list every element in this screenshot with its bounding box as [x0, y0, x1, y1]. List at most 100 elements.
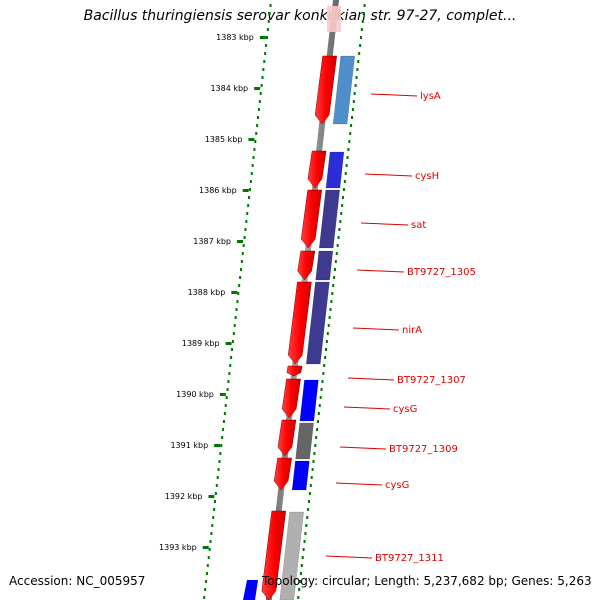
outer-track-dot — [205, 572, 208, 575]
inner-track-dot — [353, 92, 356, 95]
inner-track-dot — [320, 388, 323, 391]
label-leader-line — [364, 173, 413, 177]
feature-block[interactable] — [305, 281, 330, 365]
kbp-tick — [202, 546, 209, 549]
inner-track-dot — [333, 276, 336, 279]
inner-dotted-track — [297, 4, 366, 599]
kbp-tick — [231, 291, 238, 294]
gene-label[interactable]: BT9727_1311 — [375, 553, 444, 564]
outer-track-dot — [222, 420, 225, 423]
inner-track-dot — [342, 188, 345, 191]
outer-track-dot — [230, 356, 233, 359]
gene-label[interactable]: BT9727_1309 — [389, 444, 458, 455]
outer-track-dot — [256, 124, 259, 127]
outer-track-dot — [241, 252, 244, 255]
accession-info: Accession: NC_005957 — [9, 574, 145, 588]
inner-track-dot — [313, 452, 316, 455]
outer-track-dot — [225, 396, 228, 399]
gene-arrow[interactable] — [261, 510, 287, 600]
outer-track-dot — [268, 12, 271, 15]
gene-arrow[interactable] — [273, 457, 292, 491]
kbp-tick — [225, 342, 232, 345]
feature-block[interactable] — [291, 460, 310, 491]
inner-track-dot — [312, 460, 315, 463]
outer-track-dot — [229, 364, 232, 367]
gene-label[interactable]: BT9727_1305 — [407, 267, 476, 278]
outer-track-dot — [217, 468, 220, 471]
outer-track-dot — [264, 52, 267, 55]
gene-label[interactable]: nirA — [402, 325, 422, 336]
inner-track-dot — [334, 260, 337, 263]
inner-track-dot — [297, 596, 300, 599]
gene-labels[interactable]: lysA cysH sat BT9727_1305 nirA BT9727_1307cys… — [325, 91, 476, 564]
feature-track[interactable] — [243, 55, 356, 600]
inner-track-dot — [321, 380, 324, 383]
inner-track-dot — [355, 76, 358, 79]
outer-track-dot — [203, 596, 206, 599]
feature-block[interactable] — [295, 422, 314, 460]
inner-track-dot — [357, 60, 360, 63]
outer-track-dot — [218, 460, 221, 463]
gene-arrow[interactable] — [300, 189, 323, 249]
gene-arrow[interactable] — [297, 250, 316, 281]
inner-track-dot — [343, 180, 346, 183]
inner-track-dot — [299, 580, 302, 583]
outer-track-dot — [214, 500, 216, 503]
outer-track-dot — [266, 28, 269, 31]
gene-label[interactable]: BT9727_1307 — [397, 375, 466, 386]
feature-block[interactable] — [315, 250, 334, 281]
gene-label[interactable]: sat — [411, 220, 426, 231]
outer-track-dot — [245, 220, 248, 223]
outer-track-dot — [253, 148, 256, 151]
kbp-tick-label: 1387 kbp — [193, 237, 231, 246]
gene-arrow[interactable] — [277, 419, 297, 457]
outer-track-dot — [240, 260, 243, 263]
gene-arrow[interactable] — [281, 378, 301, 419]
inner-track-dot — [325, 348, 328, 351]
outer-track-dot — [244, 228, 247, 231]
gene-arrow[interactable] — [286, 365, 303, 377]
forward-strand-genes[interactable] — [261, 55, 338, 600]
feature-block[interactable] — [299, 379, 319, 422]
outer-track-dot — [212, 516, 215, 519]
kbp-tick-label: 1390 kbp — [176, 390, 214, 399]
kbp-tick — [259, 36, 266, 39]
inner-track-dot — [318, 404, 321, 407]
gene-label[interactable]: cysG — [385, 480, 409, 491]
gene-arrow[interactable] — [307, 150, 327, 189]
feature-block[interactable] — [279, 511, 304, 600]
inner-track-dot — [305, 524, 308, 527]
inner-track-dot — [300, 564, 303, 567]
outer-track-dot — [260, 84, 263, 87]
label-leader-line — [335, 482, 383, 486]
gene-arrow[interactable] — [287, 281, 312, 365]
gene-label[interactable]: cysG — [393, 404, 417, 415]
inner-track-dot — [303, 540, 306, 543]
inner-track-dot — [342, 196, 345, 199]
inner-track-dot — [326, 332, 329, 335]
feature-block[interactable] — [318, 189, 340, 249]
outer-track-dot — [265, 36, 268, 39]
inner-track-dot — [316, 420, 319, 423]
gene-label[interactable]: cysH — [415, 171, 439, 182]
inner-track-dot — [311, 468, 314, 471]
outer-track-dot — [243, 236, 246, 239]
outer-track-dot — [227, 380, 230, 383]
outer-track-dot — [223, 412, 226, 415]
gene-label[interactable]: lysA — [420, 91, 441, 102]
inner-track-dot — [329, 308, 332, 311]
outer-track-dot — [252, 156, 255, 159]
label-leader-line — [343, 406, 391, 410]
feature-block[interactable] — [332, 55, 356, 125]
inner-track-dot — [346, 156, 349, 159]
outer-track-dot — [235, 308, 238, 311]
label-leader-line — [370, 93, 418, 97]
inner-track-dot — [341, 204, 344, 207]
outer-track-dot — [219, 452, 222, 455]
gene-arrow[interactable] — [314, 55, 338, 125]
feature-block[interactable] — [325, 151, 345, 189]
inner-track-dot — [359, 44, 362, 47]
feature-block[interactable] — [243, 580, 258, 600]
inner-track-dot — [345, 164, 348, 167]
